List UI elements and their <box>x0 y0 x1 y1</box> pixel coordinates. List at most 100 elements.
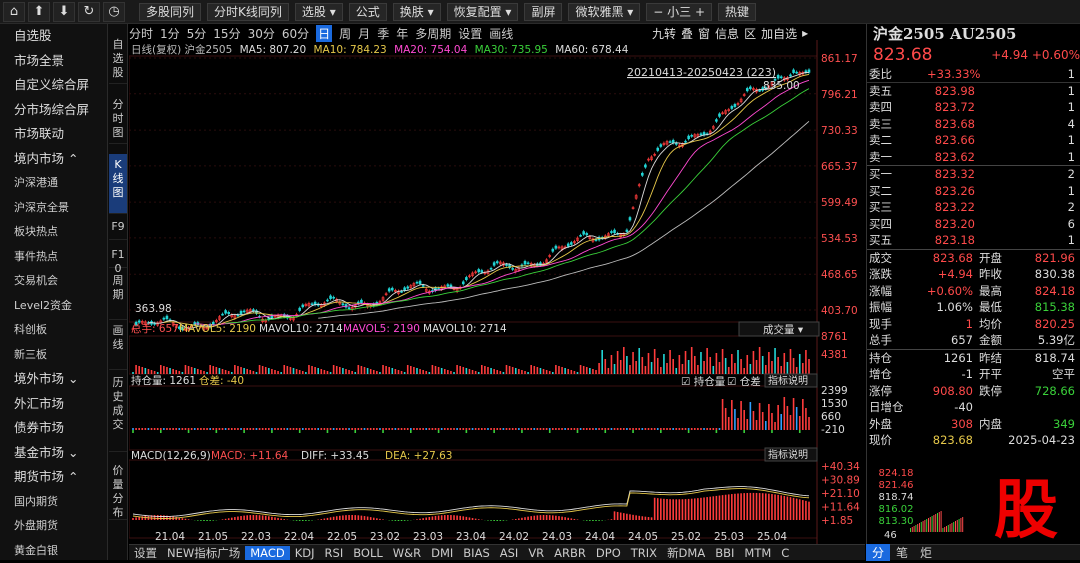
period-9[interactable]: 季 <box>377 25 389 42</box>
sidebar-item[interactable]: 境内市场 ⌃ <box>0 147 107 172</box>
sidebar-item[interactable]: 市场联动 <box>0 122 107 147</box>
indicator-tab[interactable]: C <box>776 546 794 560</box>
period-11[interactable]: 多周期 <box>415 25 451 42</box>
period-13[interactable]: 画线 <box>489 25 513 42</box>
period-12[interactable]: 设置 <box>458 25 482 42</box>
sidebar-item[interactable]: Level2资金 <box>0 294 107 319</box>
period-0[interactable]: 分时 <box>129 25 153 42</box>
toolbar-button[interactable]: 副屏 <box>524 3 562 21</box>
sidebar-item[interactable]: 自选股 <box>0 24 107 49</box>
period-3[interactable]: 15分 <box>213 25 240 42</box>
period-6[interactable]: 日 <box>316 25 332 42</box>
sidebar-item[interactable]: 境外市场 ⌄ <box>0 367 107 392</box>
indicator-tab[interactable]: TRIX <box>626 546 662 560</box>
arrow-up-icon[interactable]: ⬆ <box>28 2 50 22</box>
indicator-tab[interactable]: BOLL <box>348 546 388 560</box>
sidebar-item[interactable]: 沪深京全景 <box>0 196 107 221</box>
indicator-tab[interactable]: ARBR <box>549 546 591 560</box>
sidebar-item[interactable]: 沪深港通 <box>0 171 107 196</box>
indicator-tab[interactable]: RSI <box>320 546 349 560</box>
sidebar-item[interactable]: 黄金白银 <box>0 539 107 563</box>
vtab-4[interactable]: F10 <box>109 244 127 268</box>
clock-icon[interactable]: ◷ <box>103 2 125 22</box>
home-icon[interactable]: ⌂ <box>3 2 25 22</box>
sidebar-item[interactable]: 外盘期货 <box>0 514 107 539</box>
indicator-tab[interactable]: 设置 <box>129 545 162 561</box>
sidebar-item[interactable]: 自定义综合屏 <box>0 73 107 98</box>
indicator-tab[interactable]: MACD <box>245 546 289 560</box>
oi-checkbox-oi[interactable]: ☑ 持仓量 <box>681 375 726 388</box>
sidebar-item[interactable]: 新三板 <box>0 343 107 368</box>
indicator-tab[interactable]: DMI <box>426 546 458 560</box>
indicator-tab[interactable]: VR <box>523 546 549 560</box>
toolbar-button[interactable]: 热键 <box>718 3 756 21</box>
period-8[interactable]: 月 <box>358 25 370 42</box>
toolbar-button[interactable]: 公式 <box>349 3 387 21</box>
arrow-down-icon[interactable]: ⬇ <box>53 2 75 22</box>
sidebar-item[interactable]: 交易机会 <box>0 269 107 294</box>
oi-checkbox-diff[interactable]: ☑ 仓差 <box>727 375 761 388</box>
period-7[interactable]: 周 <box>339 25 351 42</box>
refresh-icon[interactable]: ↻ <box>78 2 100 22</box>
period-tool-2[interactable]: 窗 <box>698 25 710 42</box>
sidebar-item[interactable]: 科创板 <box>0 318 107 343</box>
toolbar-button[interactable]: 微软雅黑 ▾ <box>568 3 640 21</box>
sidebar-item[interactable]: 期货市场 ⌃ <box>0 465 107 490</box>
period-tool-5[interactable]: 加自选 <box>761 25 797 42</box>
kline-chart[interactable]: 861.17796.21730.33665.37599.49534.53468.… <box>129 40 865 544</box>
sidebar-item[interactable]: 板块热点 <box>0 220 107 245</box>
period-4[interactable]: 30分 <box>248 25 275 42</box>
vtab-6[interactable]: 画线 <box>109 320 127 370</box>
sidebar-item[interactable]: 外汇市场 <box>0 392 107 417</box>
sidebar-item[interactable]: 分市场综合屏 <box>0 98 107 123</box>
sidebar-item[interactable]: 市场全景 <box>0 49 107 74</box>
period-tool-0[interactable]: 九转 <box>652 25 676 42</box>
toolbar-button[interactable]: 分时K线同列 <box>207 3 289 21</box>
toolbar-button[interactable]: 换肤 ▾ <box>393 3 441 21</box>
vtab-3[interactable]: F9 <box>109 216 127 240</box>
toolbar-button[interactable]: 恢复配置 ▾ <box>447 3 519 21</box>
indicator-tab[interactable]: DPO <box>591 546 626 560</box>
period-1[interactable]: 1分 <box>160 25 180 42</box>
period-tool-4[interactable]: 区 <box>744 25 756 42</box>
vtab-2[interactable]: K线图 <box>109 154 127 214</box>
vtab-1[interactable]: 分时图 <box>109 94 127 144</box>
indicator-tab[interactable]: BBI <box>710 546 739 560</box>
quote-tab-0[interactable]: 分 <box>866 544 890 561</box>
vtab-5[interactable]: 周期 <box>109 270 127 320</box>
vtab-8[interactable]: 价量分布 <box>109 460 127 520</box>
sidebar-item[interactable]: 债券市场 <box>0 416 107 441</box>
indicator-tab[interactable]: 新DMA <box>662 545 710 561</box>
period-2[interactable]: 5分 <box>187 25 207 42</box>
indicator-tab[interactable]: W&R <box>388 546 426 560</box>
indicator-tab[interactable]: MTM <box>739 546 776 560</box>
sidebar-item[interactable]: 国内期货 <box>0 490 107 515</box>
toolbar-button[interactable]: 多股同列 <box>139 3 201 21</box>
period-10[interactable]: 年 <box>396 25 408 42</box>
period-tool-3[interactable]: 信息 <box>715 25 739 42</box>
indicator-tab[interactable]: KDJ <box>290 546 320 560</box>
toolbar-button[interactable]: 选股 ▾ <box>295 3 343 21</box>
vtab-7[interactable]: 历史成交 <box>109 372 127 452</box>
sidebar-item[interactable]: 事件热点 <box>0 245 107 270</box>
quote-tab-1[interactable]: 笔 <box>890 544 914 561</box>
period-tool-6[interactable]: ▸ <box>802 26 808 40</box>
period-5[interactable]: 60分 <box>282 25 309 42</box>
quote-tab-2[interactable]: 炬 <box>914 544 938 561</box>
indicator-tab[interactable]: BIAS <box>458 546 494 560</box>
indicator-tab[interactable]: ASI <box>495 546 524 560</box>
indicator-tab[interactable]: NEW指标广场 <box>162 545 245 561</box>
toolbar-button[interactable]: − 小三 + <box>646 3 712 21</box>
vtab-0[interactable]: 自选股 <box>109 34 127 84</box>
period-tool-1[interactable]: 叠 <box>681 25 693 42</box>
